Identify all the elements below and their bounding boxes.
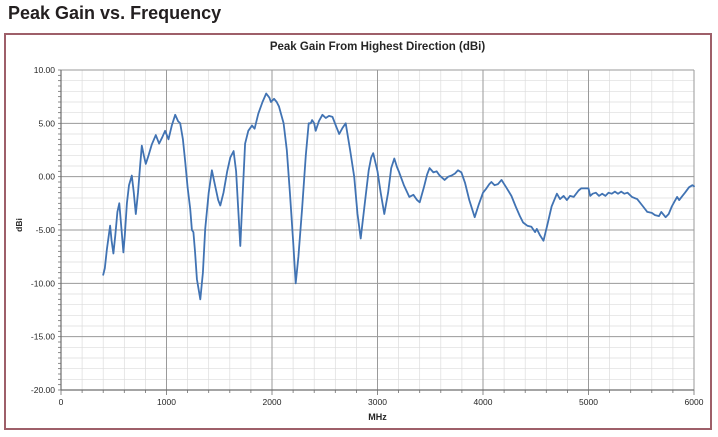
peak-gain-series-line bbox=[102, 92, 695, 301]
y-axis-title: dBi bbox=[13, 218, 24, 232]
chart-panel: Peak Gain From Highest Direction (dBi) 1… bbox=[4, 33, 712, 430]
x-tick-label: 5000 bbox=[579, 397, 598, 407]
gain-vs-frequency-line-chart: 10.00 5.00 0.00 -5.00 -10.00 -15.00 -20.00 0 100… bbox=[31, 65, 704, 407]
y-tick-label: 10.00 bbox=[34, 65, 56, 75]
y-tick-label: -10.00 bbox=[31, 278, 55, 288]
x-tick-label: 4000 bbox=[474, 397, 493, 407]
chart-title: Peak Gain From Highest Direction (dBi) bbox=[269, 41, 486, 53]
y-tick-label: -20.00 bbox=[31, 385, 55, 395]
page-title: Peak Gain vs. Frequency bbox=[8, 3, 222, 23]
y-tick-label: -5.00 bbox=[36, 225, 56, 235]
x-tick-label: 6000 bbox=[685, 397, 704, 407]
y-tick-label: 0.00 bbox=[38, 172, 55, 182]
x-tick-label: 0 bbox=[59, 397, 64, 407]
x-axis-title: MHz bbox=[368, 412, 387, 422]
x-tick-label: 1000 bbox=[157, 397, 176, 407]
y-tick-label: 5.00 bbox=[38, 118, 55, 128]
x-tick-label: 3000 bbox=[368, 397, 387, 407]
x-tick-label: 2000 bbox=[263, 397, 282, 407]
y-tick-label: -15.00 bbox=[31, 332, 55, 342]
